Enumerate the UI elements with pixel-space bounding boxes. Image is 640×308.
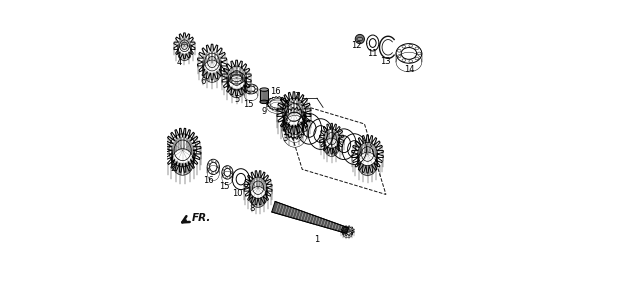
- Polygon shape: [272, 201, 349, 233]
- Text: 3: 3: [282, 134, 287, 143]
- Ellipse shape: [260, 88, 269, 91]
- Text: 12: 12: [351, 41, 362, 50]
- Text: 8: 8: [250, 204, 255, 213]
- FancyBboxPatch shape: [260, 90, 269, 102]
- Text: 14: 14: [404, 65, 414, 74]
- Text: 6: 6: [200, 76, 205, 86]
- Text: 10: 10: [232, 189, 243, 198]
- Ellipse shape: [260, 100, 269, 103]
- Text: 9: 9: [262, 107, 267, 116]
- Text: FR.: FR.: [192, 213, 211, 223]
- Text: 7: 7: [294, 92, 300, 101]
- Text: 4: 4: [177, 58, 182, 67]
- Text: 13: 13: [380, 57, 390, 66]
- Text: 16: 16: [203, 176, 213, 185]
- Circle shape: [355, 34, 364, 44]
- Text: 16: 16: [270, 87, 281, 96]
- Ellipse shape: [356, 38, 363, 41]
- Text: 11: 11: [367, 49, 378, 58]
- Text: 2: 2: [171, 164, 176, 173]
- Text: 15: 15: [219, 182, 230, 191]
- Text: 5: 5: [234, 95, 239, 104]
- Text: 15: 15: [243, 100, 253, 109]
- Text: 1: 1: [314, 235, 319, 244]
